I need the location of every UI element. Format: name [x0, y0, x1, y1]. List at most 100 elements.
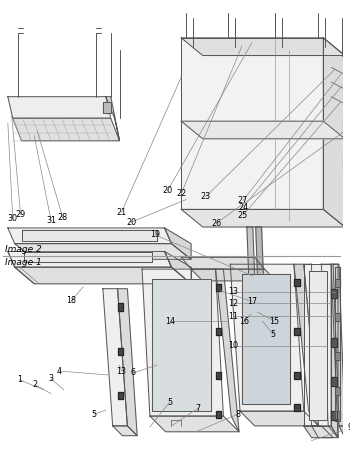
Text: 14: 14 — [166, 317, 175, 326]
Polygon shape — [339, 426, 350, 438]
Text: 23: 23 — [201, 192, 211, 201]
Polygon shape — [22, 230, 157, 241]
Text: 11: 11 — [228, 312, 238, 321]
Polygon shape — [304, 426, 333, 438]
Polygon shape — [181, 121, 345, 139]
Polygon shape — [242, 274, 290, 405]
Text: 5: 5 — [91, 410, 97, 419]
Polygon shape — [294, 264, 318, 426]
Polygon shape — [331, 337, 337, 347]
Polygon shape — [181, 209, 345, 227]
Polygon shape — [304, 264, 318, 426]
Text: Image 2: Image 2 — [5, 246, 42, 255]
Polygon shape — [335, 352, 340, 360]
Polygon shape — [331, 264, 338, 438]
Text: 18: 18 — [66, 296, 77, 305]
Text: 24: 24 — [238, 203, 248, 212]
Polygon shape — [335, 279, 340, 287]
Polygon shape — [118, 304, 124, 311]
Text: 5: 5 — [167, 398, 172, 407]
Text: 31: 31 — [46, 216, 56, 225]
Polygon shape — [15, 244, 191, 259]
Polygon shape — [331, 411, 337, 420]
Polygon shape — [323, 38, 345, 227]
Polygon shape — [230, 264, 304, 411]
Text: 3: 3 — [48, 374, 54, 383]
Text: 10: 10 — [228, 341, 238, 350]
Polygon shape — [8, 96, 111, 118]
Polygon shape — [304, 264, 331, 426]
Polygon shape — [335, 313, 340, 321]
Polygon shape — [343, 82, 350, 96]
Polygon shape — [331, 377, 337, 386]
Polygon shape — [321, 264, 338, 438]
Polygon shape — [181, 38, 323, 209]
Text: 27: 27 — [238, 196, 248, 205]
Polygon shape — [164, 251, 191, 284]
Polygon shape — [142, 269, 223, 416]
Polygon shape — [345, 264, 350, 438]
Text: 28: 28 — [58, 213, 68, 222]
Text: 2: 2 — [33, 380, 38, 389]
Text: 13: 13 — [117, 366, 126, 376]
Text: 19: 19 — [150, 230, 160, 239]
Polygon shape — [216, 269, 239, 432]
Polygon shape — [13, 118, 120, 141]
Polygon shape — [15, 267, 191, 284]
Polygon shape — [294, 405, 300, 411]
Polygon shape — [343, 118, 350, 132]
Polygon shape — [25, 252, 152, 262]
Polygon shape — [216, 328, 222, 335]
Text: 8: 8 — [236, 410, 240, 419]
Text: 16: 16 — [239, 317, 249, 326]
Text: 21: 21 — [117, 208, 127, 217]
Polygon shape — [331, 289, 337, 298]
Polygon shape — [294, 279, 300, 286]
Polygon shape — [113, 426, 137, 436]
Polygon shape — [216, 372, 222, 379]
Polygon shape — [164, 228, 191, 259]
Text: Image 1: Image 1 — [5, 258, 42, 267]
Text: 25: 25 — [238, 211, 248, 220]
Polygon shape — [309, 271, 327, 420]
Text: 20: 20 — [126, 217, 136, 226]
Text: 4: 4 — [56, 366, 61, 376]
Text: 1: 1 — [17, 376, 22, 384]
Polygon shape — [118, 347, 124, 355]
Polygon shape — [335, 387, 340, 395]
Polygon shape — [294, 372, 300, 379]
Polygon shape — [216, 284, 222, 291]
Polygon shape — [118, 289, 137, 436]
Polygon shape — [181, 38, 345, 56]
Polygon shape — [240, 411, 318, 426]
Polygon shape — [152, 279, 211, 411]
Polygon shape — [181, 257, 265, 269]
Text: 12: 12 — [228, 299, 238, 308]
Polygon shape — [216, 411, 222, 418]
Text: 5: 5 — [271, 330, 276, 339]
Polygon shape — [191, 269, 276, 281]
Text: 15: 15 — [269, 317, 279, 326]
Text: 22: 22 — [176, 189, 187, 198]
Polygon shape — [312, 426, 338, 438]
Polygon shape — [8, 251, 171, 267]
Text: 20: 20 — [162, 186, 173, 195]
Polygon shape — [150, 416, 239, 432]
Polygon shape — [294, 328, 300, 335]
Polygon shape — [335, 411, 340, 419]
Polygon shape — [106, 96, 120, 141]
Polygon shape — [103, 289, 127, 426]
Text: 17: 17 — [247, 297, 257, 306]
Polygon shape — [335, 267, 340, 421]
Polygon shape — [103, 101, 111, 113]
Polygon shape — [118, 391, 124, 400]
Polygon shape — [333, 264, 345, 426]
Text: 7: 7 — [195, 404, 201, 413]
Text: 13: 13 — [228, 287, 238, 296]
Text: 9: 9 — [347, 424, 350, 432]
Polygon shape — [256, 227, 264, 281]
Polygon shape — [343, 155, 350, 169]
Polygon shape — [8, 228, 171, 244]
Text: 29: 29 — [15, 210, 26, 219]
Text: 30: 30 — [8, 214, 18, 223]
